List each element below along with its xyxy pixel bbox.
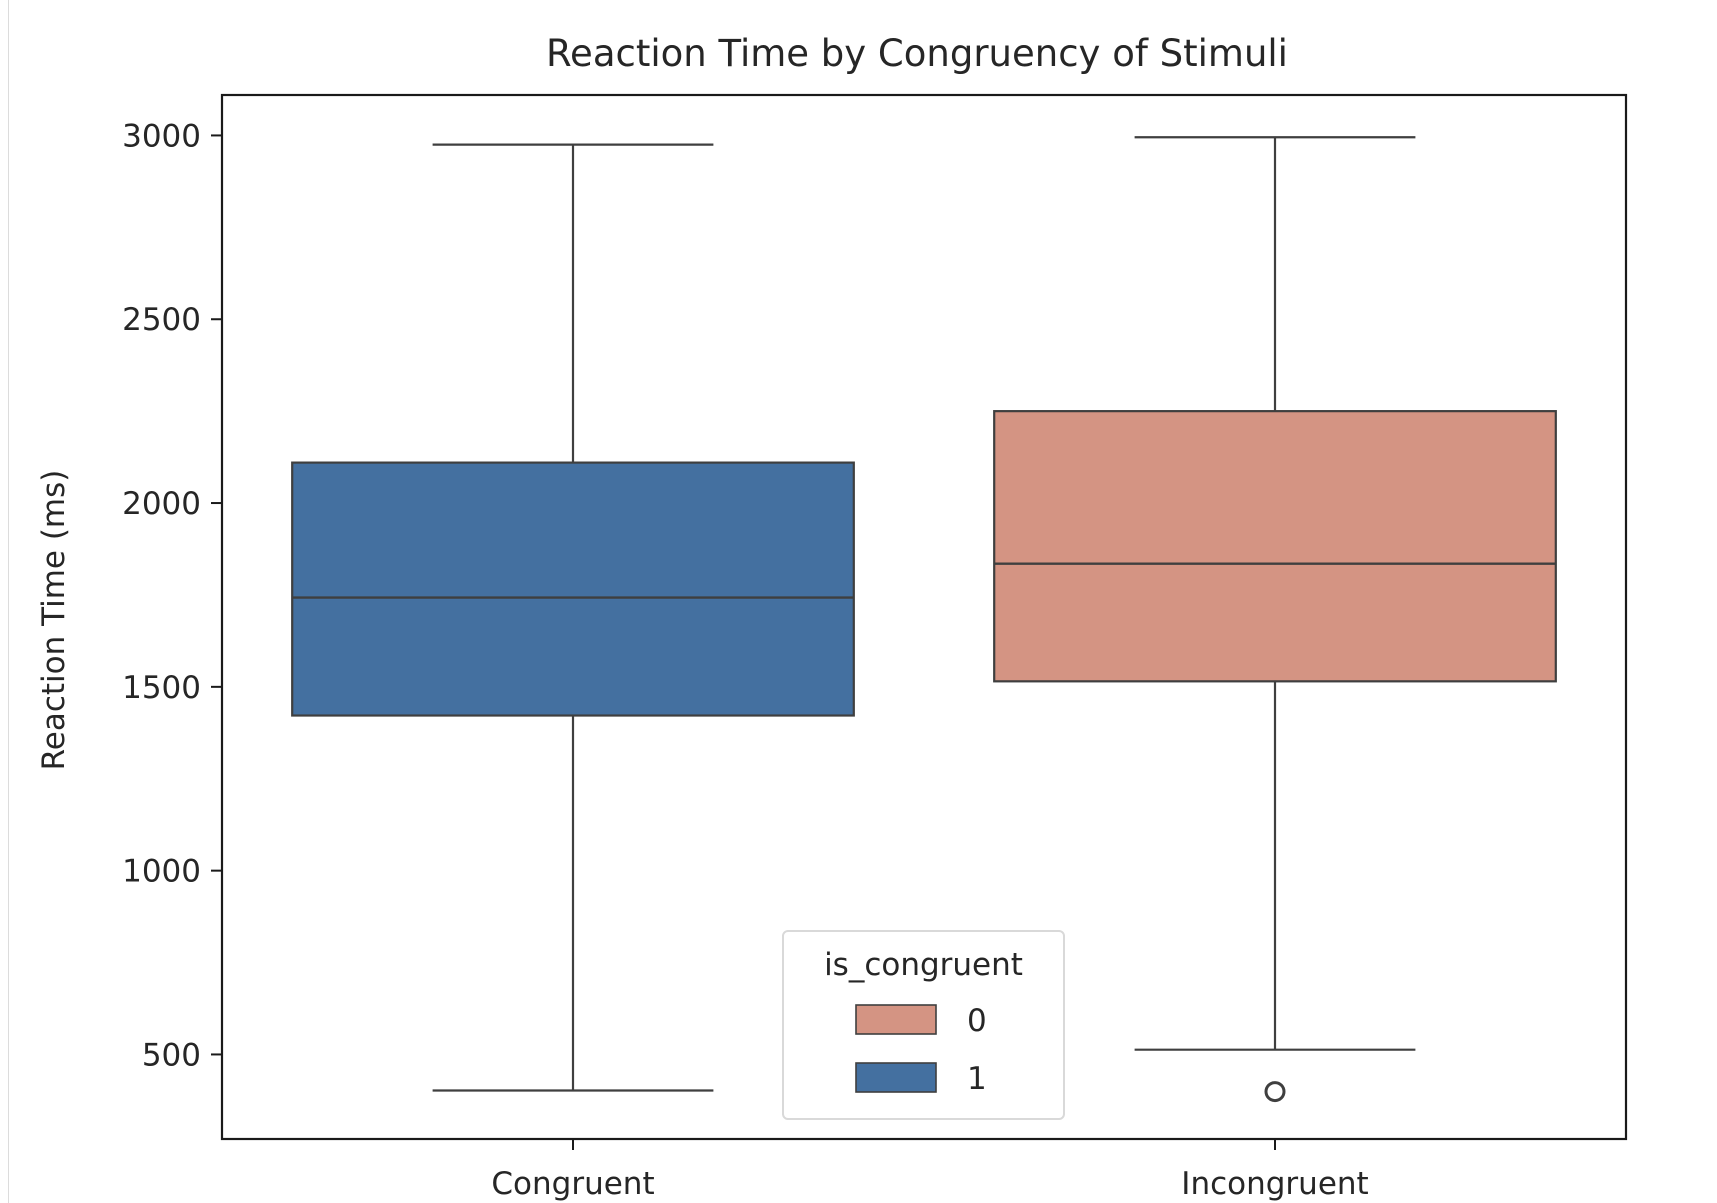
box-congruent (291, 461, 855, 717)
box-incongruent (993, 410, 1557, 683)
x-tick-label: Incongruent (1181, 1166, 1368, 1202)
legend-label: 1 (967, 1061, 987, 1097)
legend: is_congruent 0 1 (782, 930, 1065, 1120)
y-tick-label: 1000 (122, 854, 201, 890)
y-tick-label: 500 (142, 1037, 201, 1073)
legend-swatch (855, 1004, 937, 1035)
plot-area: 500 1000 1500 2000 2500 3000 Congruent Incongru… (122, 93, 1628, 1202)
plot-frame (220, 93, 1628, 1141)
x-tick-label: Congruent (491, 1166, 654, 1202)
outlier-point (1264, 1081, 1286, 1103)
y-tick-label: 1500 (122, 670, 201, 706)
window-edge-divider (8, 0, 9, 1203)
legend-title: is_congruent (824, 947, 1023, 983)
y-axis-label: Reaction Time (ms) (36, 470, 72, 771)
y-tick-label: 2000 (122, 486, 201, 522)
y-tick-label: 2500 (122, 302, 201, 338)
legend-label: 0 (967, 1003, 987, 1039)
chart-title: Reaction Time by Congruency of Stimuli (546, 32, 1288, 75)
legend-swatch (855, 1062, 937, 1093)
y-tick-label: 3000 (122, 118, 201, 154)
